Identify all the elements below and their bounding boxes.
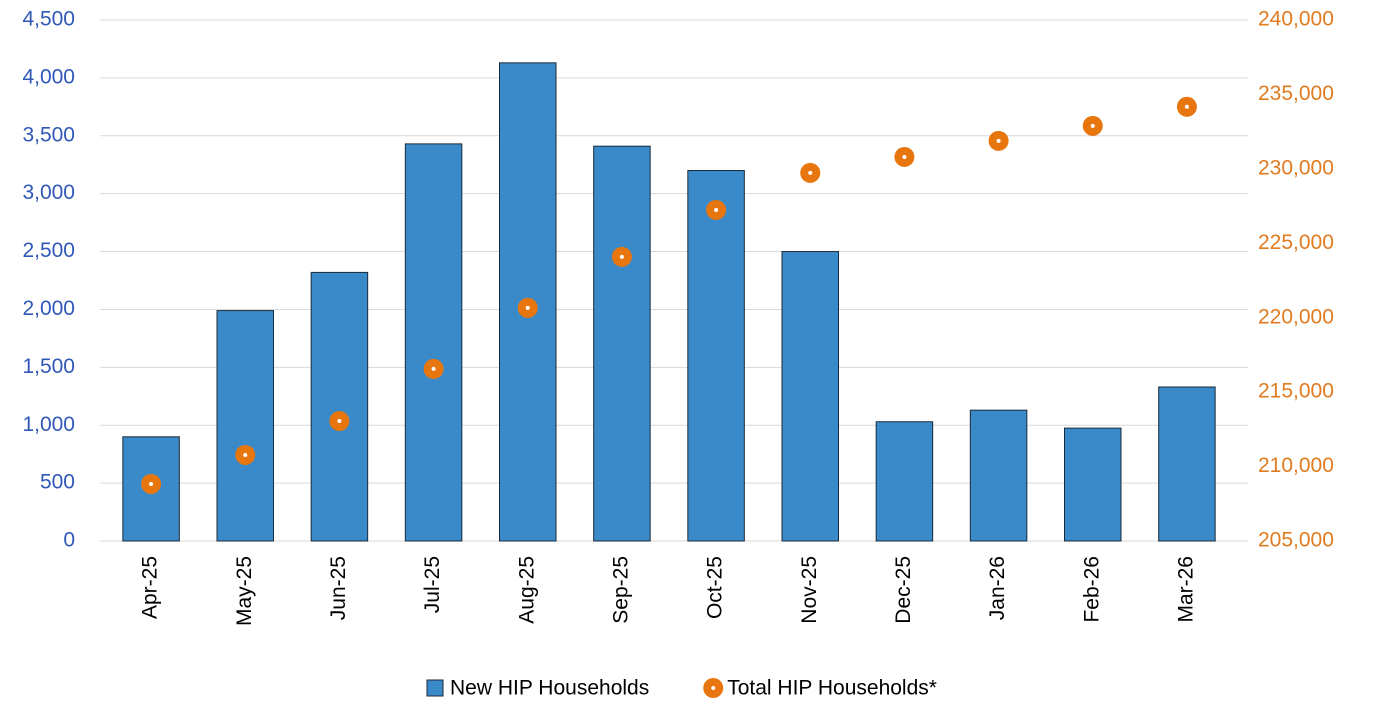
x-tick-label: May-25 (233, 556, 256, 626)
x-tick-label: Jan-26 (986, 556, 1009, 620)
bar (593, 145, 651, 542)
y2-tick-label: 240,000 (1258, 8, 1334, 31)
x-tick-label: Oct-25 (704, 556, 727, 619)
bar (1064, 427, 1122, 542)
legend-label: Total HIP Households* (727, 677, 937, 700)
legend-label: New HIP Households (450, 677, 649, 700)
x-tick-label: Jul-25 (421, 556, 444, 613)
x-tick-label: Mar-26 (1174, 556, 1197, 623)
bar (404, 143, 463, 542)
point (988, 130, 1009, 151)
point (706, 199, 727, 220)
point (800, 162, 821, 183)
y2-tick-label: 215,000 (1258, 380, 1334, 403)
y2-tick-label: 220,000 (1258, 305, 1334, 328)
point (1082, 115, 1103, 136)
point (1176, 96, 1197, 117)
y-tick-label: 500 (40, 471, 75, 494)
bar (687, 170, 745, 542)
y-tick-label: 4,000 (22, 65, 75, 88)
y-tick-label: 3,500 (22, 123, 75, 146)
y-tick-label: 1,500 (22, 355, 75, 378)
bar (310, 271, 369, 542)
point (423, 358, 444, 379)
y2-tick-label: 225,000 (1258, 231, 1334, 254)
point (517, 297, 538, 318)
point (894, 146, 915, 167)
x-tick-label: Aug-25 (515, 556, 538, 624)
x-tick-label: Nov-25 (798, 556, 821, 624)
y-tick-label: 1,000 (22, 413, 75, 436)
y2-tick-label: 210,000 (1258, 454, 1334, 477)
legend-swatch-dot (711, 686, 716, 690)
x-tick-label: Jun-25 (327, 556, 350, 620)
point (235, 444, 256, 465)
y-tick-label: 3,000 (22, 181, 75, 204)
point (611, 246, 632, 267)
point (141, 473, 162, 494)
x-tick-label: Apr-25 (139, 556, 162, 619)
y2-tick-label: 205,000 (1258, 529, 1334, 552)
y2-tick-label: 230,000 (1258, 156, 1334, 179)
point (329, 411, 350, 432)
x-tick-label: Feb-26 (1080, 556, 1103, 623)
x-tick-label: Sep-25 (609, 556, 632, 624)
y-tick-label: 2,000 (22, 297, 75, 320)
y2-tick-label: 235,000 (1258, 82, 1334, 105)
bar (875, 421, 934, 542)
bar (781, 251, 839, 542)
x-tick-label: Dec-25 (892, 556, 915, 624)
legend-swatch (426, 679, 444, 697)
bar (216, 310, 274, 542)
bar (1158, 386, 1216, 542)
y-tick-label: 4,500 (22, 8, 75, 31)
y-tick-label: 0 (63, 529, 75, 552)
bar (969, 409, 1028, 542)
y-tick-label: 2,500 (22, 239, 75, 262)
